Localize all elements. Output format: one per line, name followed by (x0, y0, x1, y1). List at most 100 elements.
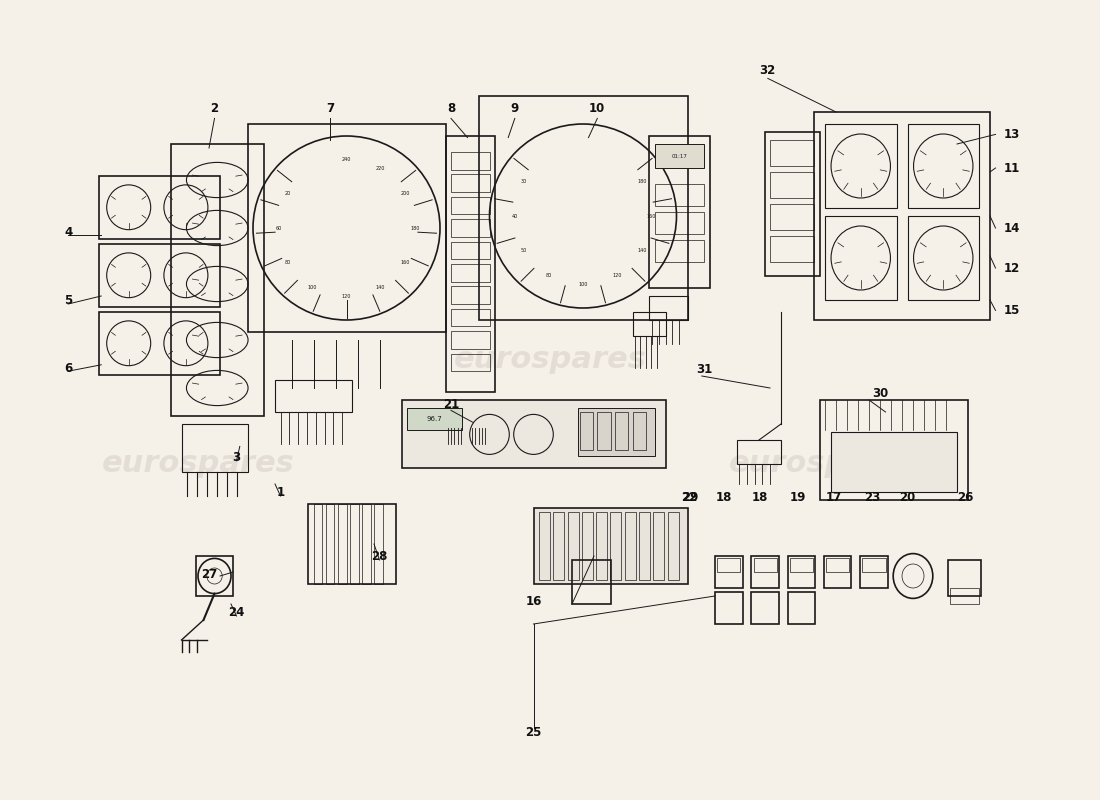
Text: 24: 24 (229, 606, 244, 618)
Bar (99, 312, 220, 374)
Text: eurospares: eurospares (453, 346, 647, 374)
Bar (751, 592, 779, 624)
Bar (751, 556, 779, 588)
Bar (170, 144, 264, 416)
Text: 28: 28 (372, 550, 387, 562)
Bar (451, 152, 490, 170)
Text: 10: 10 (590, 102, 605, 114)
Text: 12: 12 (1004, 262, 1020, 274)
Bar (632, 312, 666, 336)
Bar (248, 124, 446, 332)
Bar (350, 504, 359, 584)
Bar (788, 556, 815, 588)
Bar (668, 512, 679, 580)
Bar (825, 124, 896, 208)
Text: 31: 31 (696, 363, 712, 376)
Text: 25: 25 (526, 726, 541, 738)
Text: 100: 100 (579, 282, 587, 287)
Bar (825, 216, 896, 300)
Bar (99, 244, 220, 306)
Bar (764, 132, 820, 276)
Bar (715, 556, 742, 588)
Bar (950, 588, 979, 604)
Text: 140: 140 (376, 285, 385, 290)
Text: 4: 4 (64, 226, 73, 238)
Bar (478, 96, 688, 320)
Text: 3: 3 (232, 451, 241, 464)
Bar (582, 512, 593, 580)
Text: 240: 240 (342, 157, 351, 162)
Bar (737, 440, 781, 464)
Text: 21: 21 (443, 398, 459, 410)
Bar (653, 512, 664, 580)
Bar (539, 512, 550, 580)
Text: 11: 11 (1004, 162, 1020, 174)
Text: 1: 1 (276, 486, 285, 498)
Bar (402, 400, 666, 468)
Text: 20: 20 (284, 191, 290, 196)
Bar (308, 504, 396, 584)
Bar (824, 556, 851, 588)
Bar (374, 504, 383, 584)
Bar (615, 412, 628, 450)
Bar (639, 512, 650, 580)
Bar (649, 296, 688, 320)
Bar (610, 512, 621, 580)
Text: 14: 14 (1004, 222, 1020, 234)
Bar (182, 424, 248, 472)
Text: 160: 160 (647, 214, 656, 218)
Text: 220: 220 (376, 166, 385, 171)
Bar (830, 432, 957, 492)
Text: 27: 27 (201, 568, 217, 581)
Bar (99, 176, 220, 238)
Text: 9: 9 (510, 102, 519, 114)
Bar (654, 184, 704, 206)
Text: 96.7: 96.7 (427, 416, 442, 422)
Text: 23: 23 (865, 491, 880, 504)
Text: 30: 30 (520, 179, 527, 184)
Text: 80: 80 (284, 260, 290, 265)
Bar (451, 174, 490, 192)
Bar (451, 264, 490, 282)
Bar (717, 558, 740, 572)
Text: 32: 32 (760, 64, 775, 77)
Bar (572, 560, 610, 604)
Bar (788, 592, 815, 624)
Bar (451, 331, 490, 349)
Bar (362, 504, 371, 584)
Text: 100: 100 (308, 285, 317, 290)
Bar (568, 512, 579, 580)
Bar (597, 412, 611, 450)
Bar (625, 512, 636, 580)
Bar (451, 242, 490, 259)
Bar (632, 412, 646, 450)
Text: 140: 140 (637, 248, 647, 253)
Bar (314, 504, 322, 584)
Text: 180: 180 (637, 179, 647, 184)
Text: 01:17: 01:17 (671, 154, 688, 158)
Bar (820, 400, 968, 500)
Text: 200: 200 (400, 191, 410, 196)
Text: 160: 160 (400, 260, 410, 265)
Bar (948, 560, 981, 596)
Bar (196, 556, 233, 596)
Text: 20: 20 (900, 491, 915, 504)
Bar (446, 136, 495, 392)
Bar (814, 112, 990, 320)
Bar (654, 144, 704, 168)
Bar (654, 212, 704, 234)
Text: 22: 22 (682, 491, 697, 504)
Bar (826, 558, 849, 572)
Bar (470, 400, 490, 428)
Bar (908, 124, 979, 208)
Bar (451, 309, 490, 326)
Text: 50: 50 (520, 248, 527, 253)
Bar (770, 204, 814, 230)
Text: 13: 13 (1004, 128, 1020, 141)
Text: 16: 16 (526, 595, 541, 608)
Bar (596, 512, 607, 580)
Text: 7: 7 (326, 102, 334, 114)
Text: 19: 19 (790, 491, 805, 504)
Text: 2: 2 (210, 102, 219, 114)
Text: 18: 18 (752, 491, 768, 504)
